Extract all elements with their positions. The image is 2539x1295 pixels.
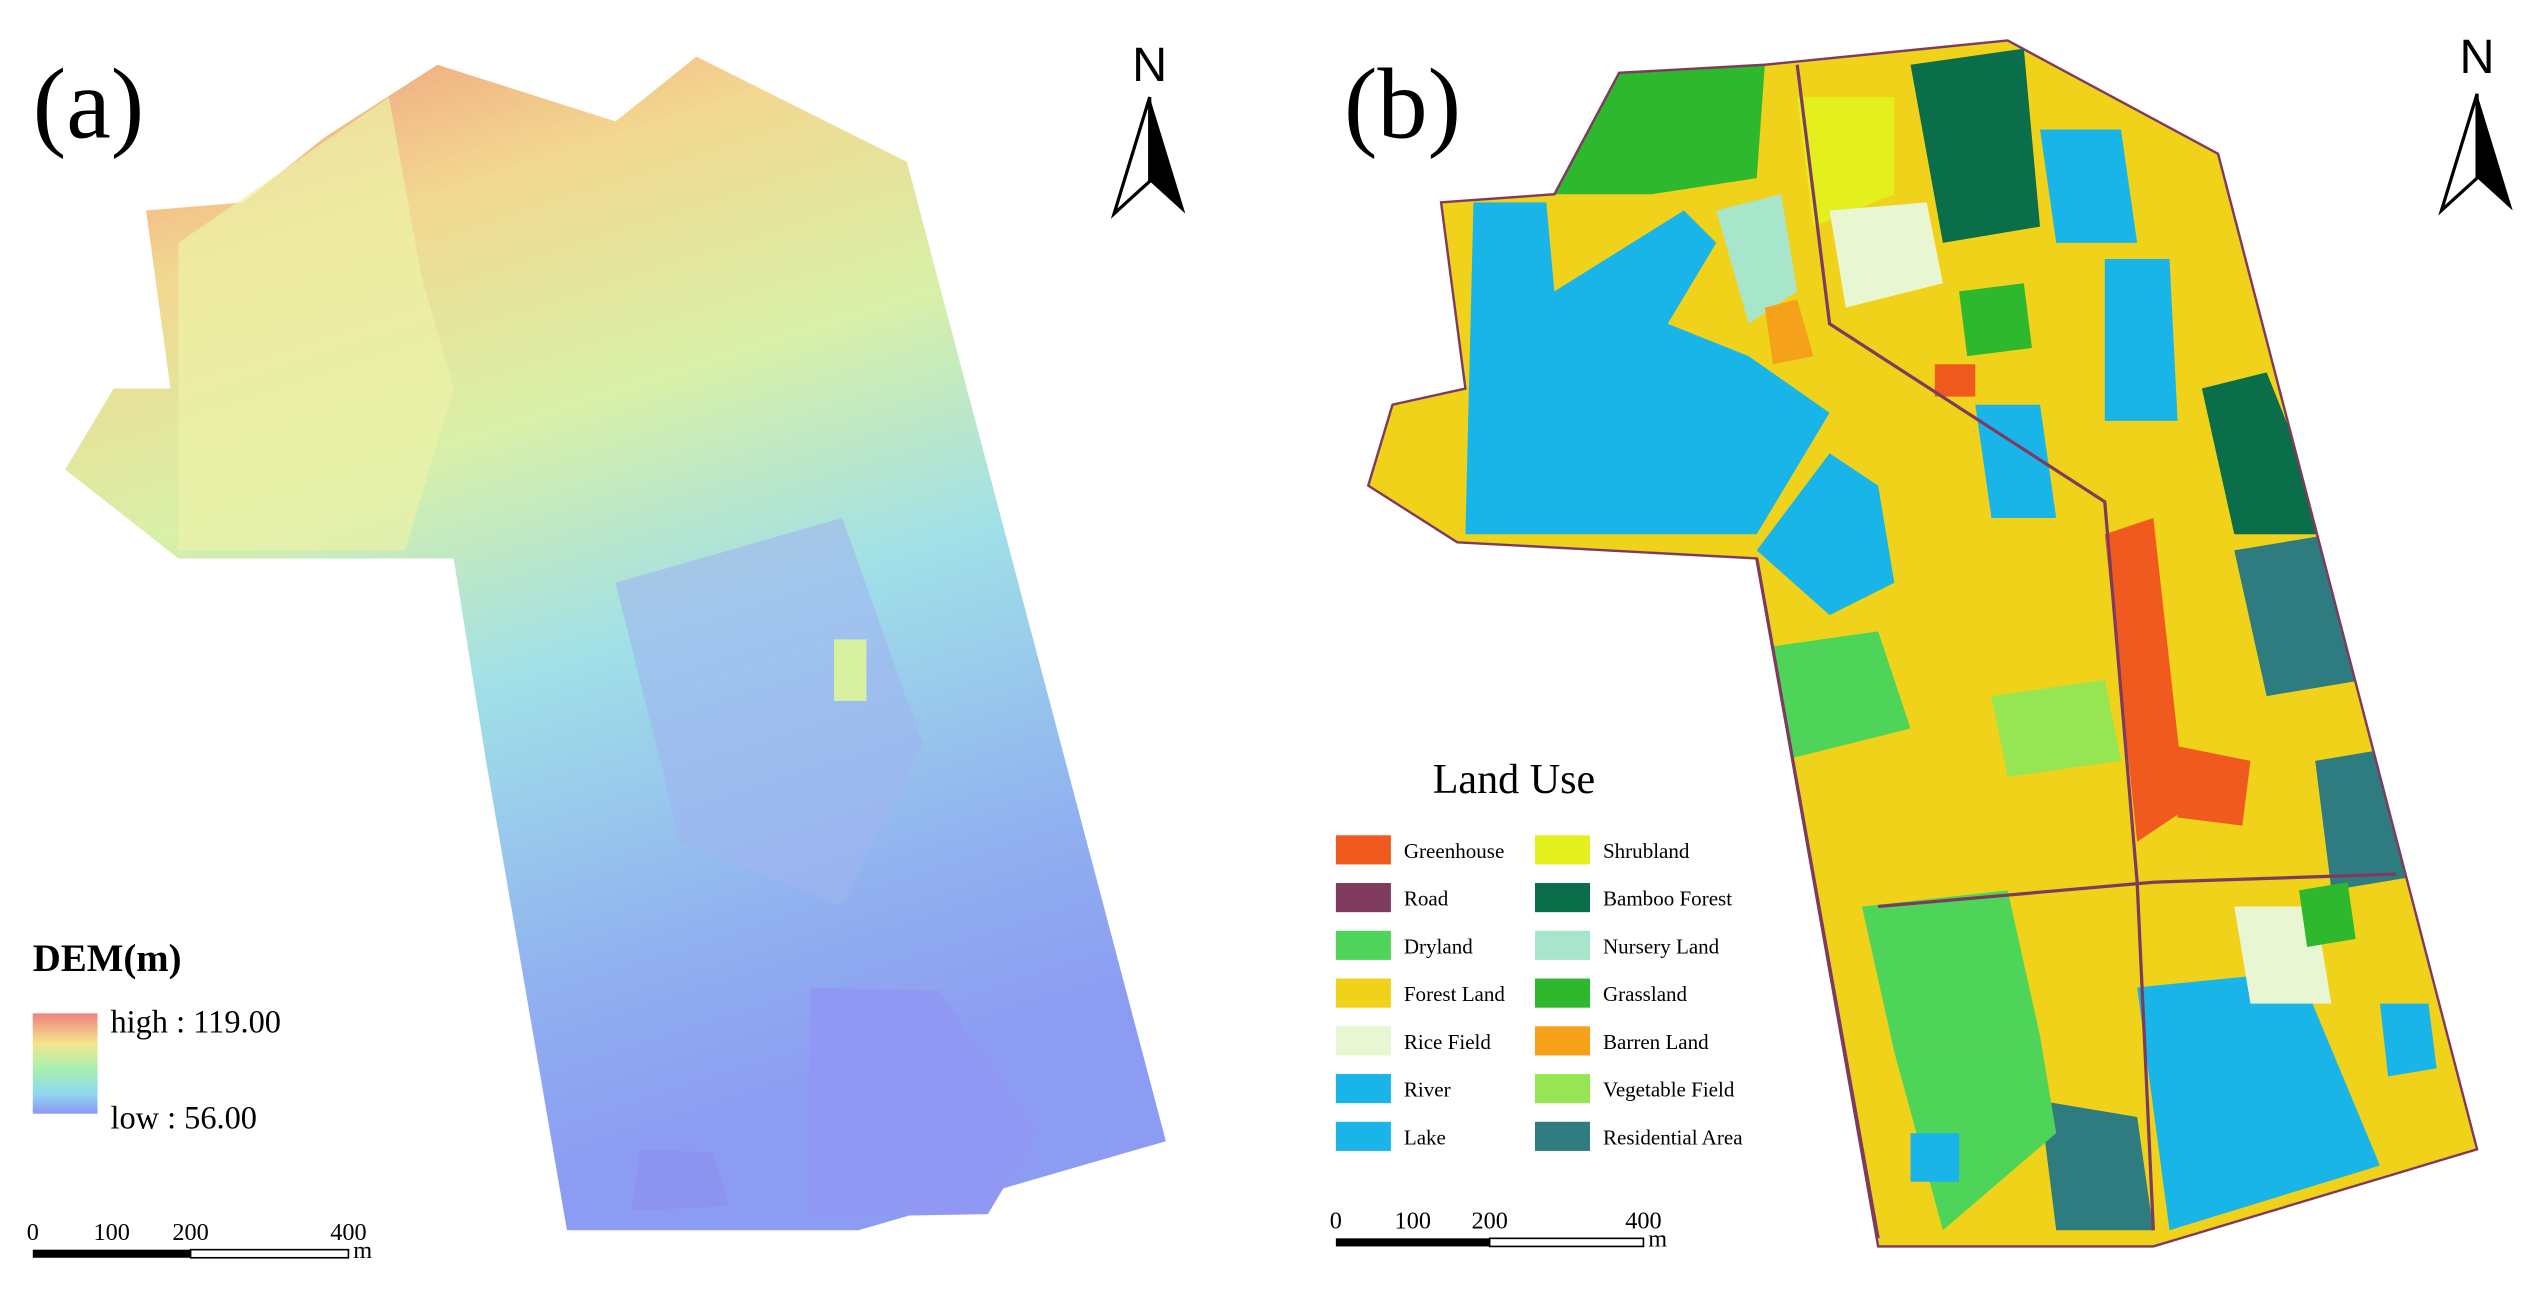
legend-label: Vegetable Field: [1603, 1078, 1735, 1102]
legend-low: low : 56.00: [110, 1100, 257, 1136]
scale-bar-white: [189, 1248, 350, 1259]
legend-label: Grassland: [1603, 982, 1688, 1006]
legend-swatch: [1534, 978, 1591, 1008]
legend-label: Dryland: [1404, 934, 1473, 958]
scale-label: 400: [330, 1219, 366, 1246]
legend-label: Barren Land: [1603, 1030, 1709, 1054]
scale-bar-white: [1488, 1237, 1645, 1248]
north-label: N: [2460, 30, 2495, 84]
scale-label: 200: [172, 1219, 208, 1246]
legend-label: Rice Field: [1404, 1030, 1492, 1054]
legend-label: River: [1404, 1078, 1451, 1102]
scale-unit: m: [1648, 1225, 1667, 1252]
legend-label: Nursery Land: [1603, 934, 1720, 958]
legend-high: high : 119.00: [110, 1005, 281, 1041]
legend-label: Forest Land: [1404, 982, 1506, 1006]
legend-swatch: [1335, 883, 1391, 913]
north-label: N: [1132, 38, 1167, 92]
legend-label: Road: [1404, 887, 1449, 911]
legend-title: Land Use: [1433, 757, 1595, 803]
legend-swatch: [1534, 1026, 1591, 1056]
legend: Greenhouse Road Dryland Forest Land Rice Fie…: [1335, 835, 1743, 1151]
scale-bar-black: [32, 1249, 191, 1258]
scale-label: 0: [27, 1219, 39, 1246]
legend-label: Shrubland: [1603, 839, 1690, 863]
legend-swatch: [1335, 1026, 1391, 1056]
legend-swatch: [1534, 835, 1591, 865]
scale-label: 100: [93, 1219, 129, 1246]
dem-map: [65, 56, 1166, 1231]
legend-swatch: [1534, 1121, 1591, 1151]
legend-swatch: [1335, 1074, 1391, 1104]
north-arrow: N: [2438, 30, 2513, 216]
panel-label: (b): [1344, 49, 1461, 160]
north-arrow: N: [1110, 38, 1186, 219]
legend-swatch: [1534, 883, 1591, 913]
legend-swatch: [1335, 835, 1391, 865]
legend-label: Lake: [1404, 1125, 1446, 1149]
land-use-map: [1366, 39, 2479, 1248]
panel-label: (a): [33, 49, 144, 160]
legend-swatch: [1534, 930, 1591, 960]
scale-unit: m: [353, 1237, 372, 1264]
legend-ramp: [32, 1013, 98, 1114]
legend-title: DEM(m): [33, 937, 182, 980]
legend-swatch: [1335, 930, 1391, 960]
legend-label: Greenhouse: [1404, 839, 1504, 863]
scale-label: 200: [1471, 1208, 1507, 1235]
scale-label: 400: [1625, 1208, 1661, 1235]
scale-label: 0: [1330, 1208, 1342, 1235]
scale-label: 100: [1395, 1208, 1431, 1235]
legend-swatch: [1335, 1121, 1391, 1151]
legend-label: Bamboo Forest: [1603, 887, 1732, 911]
legend-label: Residential Area: [1603, 1125, 1743, 1149]
legend-swatch: [1335, 978, 1391, 1008]
legend-swatch: [1534, 1074, 1591, 1104]
scale-bar-black: [1335, 1238, 1490, 1247]
